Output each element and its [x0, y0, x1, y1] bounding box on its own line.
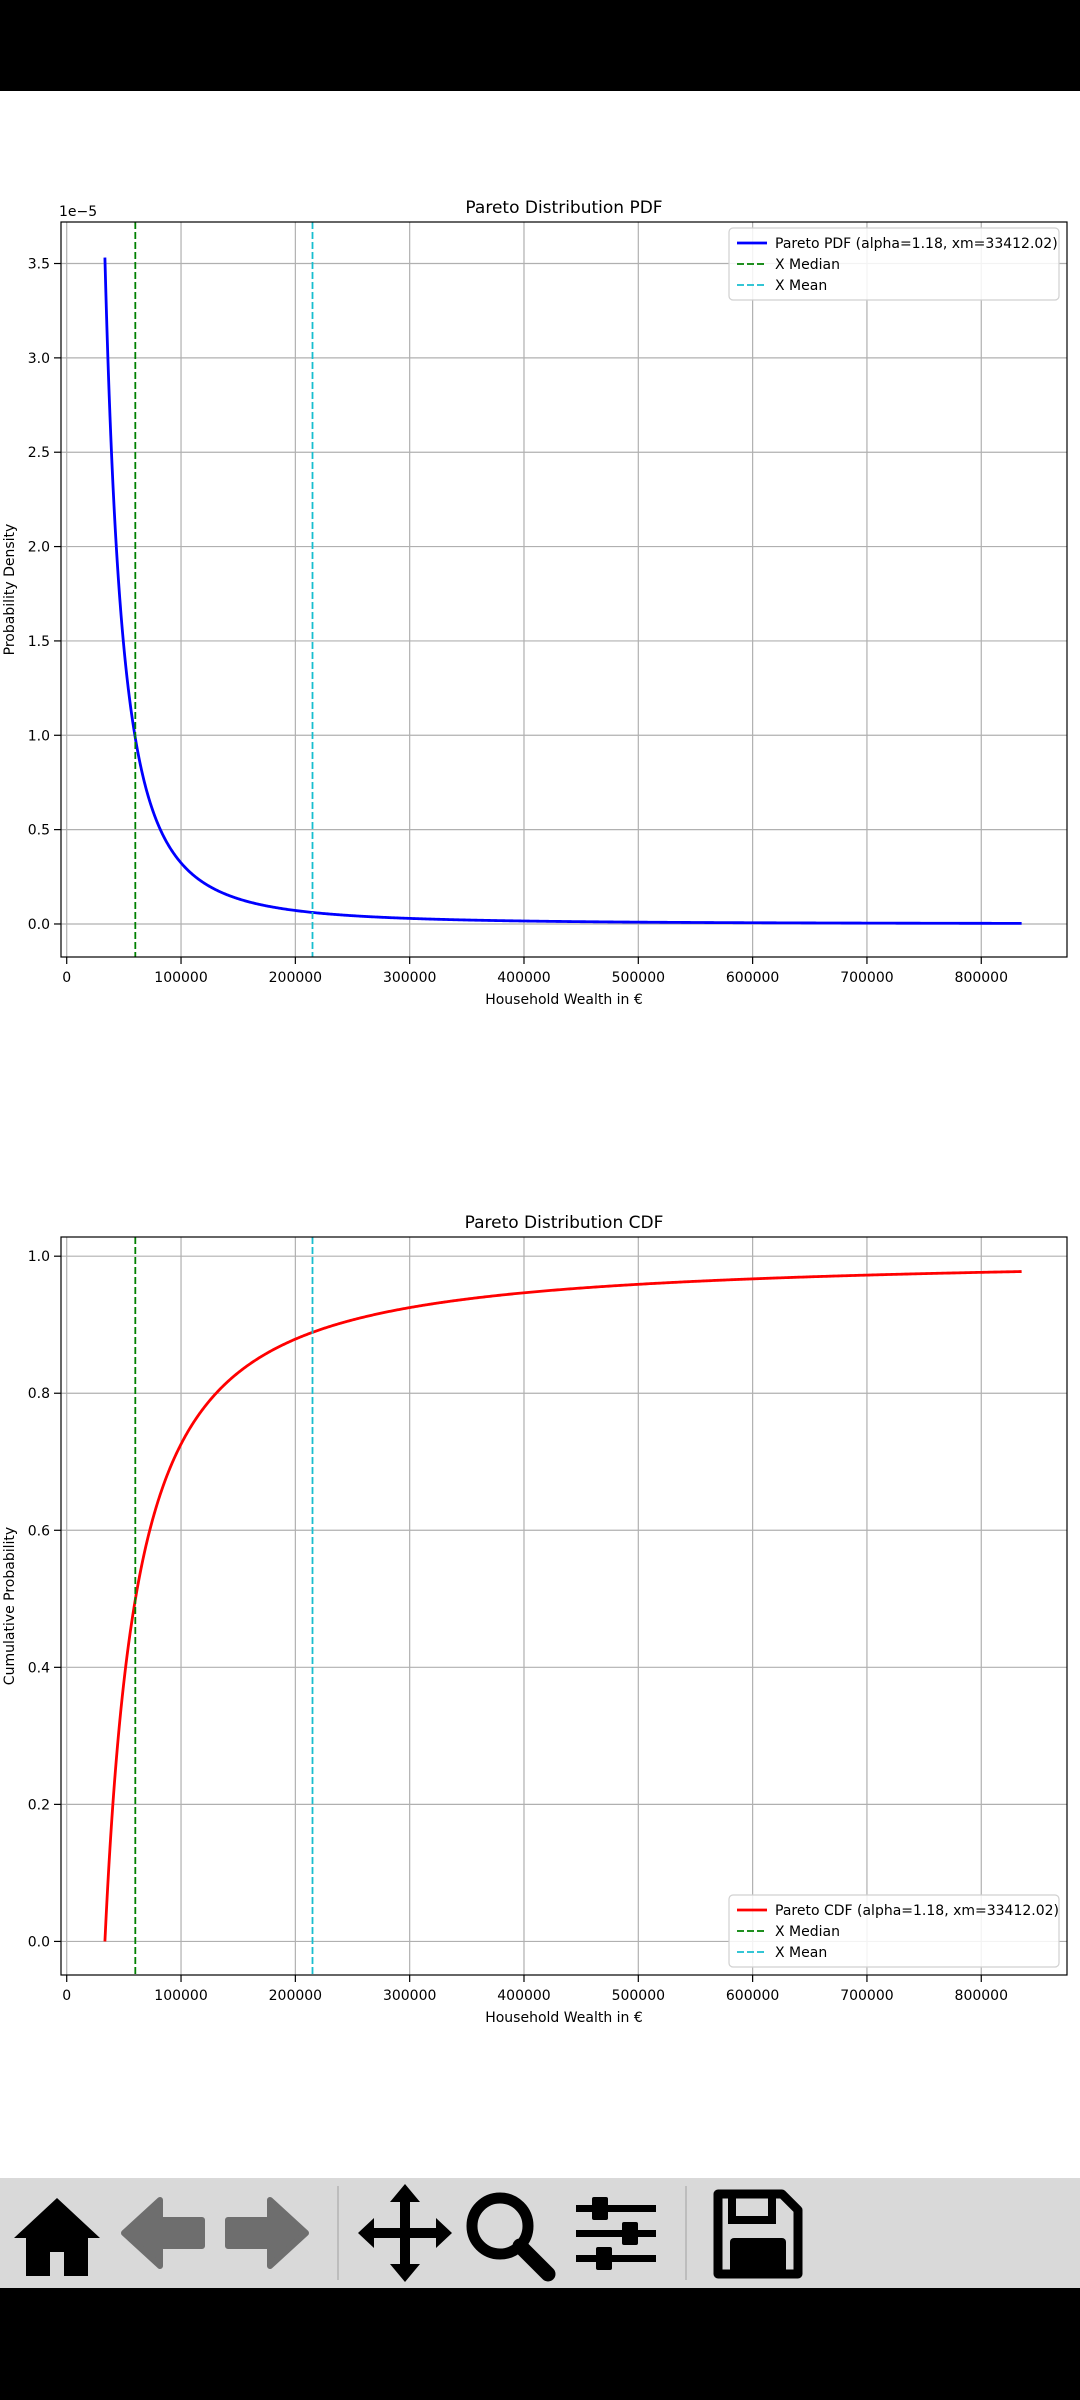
legend: Pareto PDF (alpha=1.18, xm=33412.02) X Me… [728, 227, 1060, 301]
x-tick-label: 400000 [497, 970, 550, 986]
forward-arrow-icon [225, 2197, 309, 2269]
y-tick-label: 0.0 [28, 917, 50, 933]
cdf-chart: 0 100000 200000 300000 400000 500000 600000 700… [2, 1213, 1068, 2026]
y-tick-label: 0.6 [28, 1523, 50, 1539]
toolbar-separator [685, 2186, 687, 2280]
figure-svg: 0 100000 200000 300000 400000 500000 600000 700… [2, 198, 1068, 2026]
y-tick-label: 3.5 [28, 257, 50, 273]
y-axis-label: Cumulative Probability [2, 1527, 18, 1685]
legend: Pareto CDF (alpha=1.18, xm=33412.02) X Me… [728, 1894, 1060, 1968]
legend-label: Pareto PDF (alpha=1.18, xm=33412.02) [775, 236, 1058, 252]
toolbar-separator [337, 2186, 339, 2280]
plot-area [103, 222, 1022, 957]
x-tick-label: 700000 [840, 1988, 893, 2004]
legend-label: X Mean [775, 278, 827, 294]
x-tick-label: 800000 [955, 970, 1008, 986]
chart-title: Pareto Distribution CDF [465, 1213, 664, 1233]
save-icon [713, 2189, 803, 2279]
axes-frame [60, 1236, 1068, 1976]
x-tick-label: 200000 [269, 970, 322, 986]
back-button[interactable] [112, 2178, 214, 2288]
pan-icon [358, 2184, 452, 2282]
forward-button[interactable] [216, 2178, 318, 2288]
x-tick-label: 600000 [726, 970, 779, 986]
cdf-series-line [103, 1270, 1022, 1943]
y-tick-label: 0.0 [28, 1934, 50, 1950]
y-offset-label: 1e−5 [59, 204, 97, 220]
x-tick-label: 500000 [612, 1988, 665, 2004]
x-tick-label: 600000 [726, 1988, 779, 2004]
y-tick-label: 0.4 [28, 1660, 50, 1676]
y-axis-label: Probability Density [2, 524, 18, 656]
zoom-button[interactable] [458, 2178, 560, 2288]
figure-canvas: 0 100000 200000 300000 400000 500000 600000 700… [0, 91, 1080, 2178]
y-tick-label: 2.0 [28, 540, 50, 556]
save-button[interactable] [706, 2178, 808, 2288]
y-tick-label: 1.5 [28, 634, 50, 650]
pdf-chart: 0 100000 200000 300000 400000 500000 600000 700… [2, 198, 1068, 1008]
x-tick-label: 400000 [497, 1988, 550, 2004]
legend-box [728, 1894, 1060, 1968]
home-button[interactable] [6, 2178, 108, 2288]
y-tick-label: 0.5 [28, 823, 50, 839]
back-arrow-icon [121, 2197, 205, 2269]
zoom-icon [466, 2192, 556, 2282]
legend-label: X Median [775, 257, 840, 273]
x-tick-label: 200000 [269, 1988, 322, 2004]
x-tick-label: 0 [62, 970, 71, 986]
legend-label: Pareto CDF (alpha=1.18, xm=33412.02) [775, 1903, 1059, 1919]
chart-title: Pareto Distribution PDF [465, 198, 662, 218]
y-tick-label: 2.5 [28, 445, 50, 461]
legend-label: X Median [775, 1924, 840, 1940]
x-axis-label: Household Wealth in € [485, 992, 643, 1008]
y-tick-label: 1.0 [28, 728, 50, 744]
navigation-toolbar [0, 2178, 1080, 2288]
x-tick-label: 100000 [154, 1988, 207, 2004]
configure-subplots-button[interactable] [564, 2178, 666, 2288]
home-icon [14, 2198, 100, 2276]
legend-box [728, 227, 1060, 301]
x-tick-label: 300000 [383, 970, 436, 986]
pan-button[interactable] [354, 2178, 456, 2288]
x-tick-label: 800000 [955, 1988, 1008, 2004]
plot-area [103, 1237, 1022, 1975]
configure-subplots-icon [576, 2197, 656, 2270]
x-axis-label: Household Wealth in € [485, 2010, 643, 2026]
y-tick-label: 1.0 [28, 1249, 50, 1265]
pdf-series-line [103, 256, 1022, 925]
y-tick-label: 0.2 [28, 1797, 50, 1813]
axes-frame [60, 221, 1068, 958]
y-tick-label: 0.8 [28, 1386, 50, 1402]
x-tick-label: 700000 [840, 970, 893, 986]
legend-label: X Mean [775, 1945, 827, 1961]
x-tick-label: 100000 [154, 970, 207, 986]
y-tick-label: 3.0 [28, 351, 50, 367]
x-tick-label: 0 [62, 1988, 71, 2004]
x-tick-label: 300000 [383, 1988, 436, 2004]
x-tick-label: 500000 [612, 970, 665, 986]
